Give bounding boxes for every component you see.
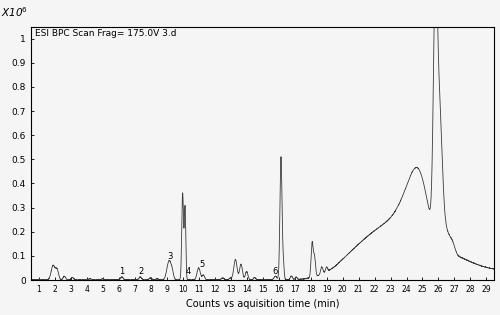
Text: 2: 2: [138, 267, 143, 276]
Text: 3: 3: [167, 252, 172, 261]
X-axis label: Counts vs aquisition time (min): Counts vs aquisition time (min): [186, 300, 340, 309]
Text: X10$^6$: X10$^6$: [0, 5, 28, 19]
Text: 6: 6: [272, 267, 278, 276]
Text: 5: 5: [199, 260, 204, 269]
Text: 1: 1: [120, 267, 124, 276]
Text: 4: 4: [186, 267, 191, 276]
Text: ESI BPC Scan Frag= 175.0V 3.d: ESI BPC Scan Frag= 175.0V 3.d: [36, 29, 177, 38]
